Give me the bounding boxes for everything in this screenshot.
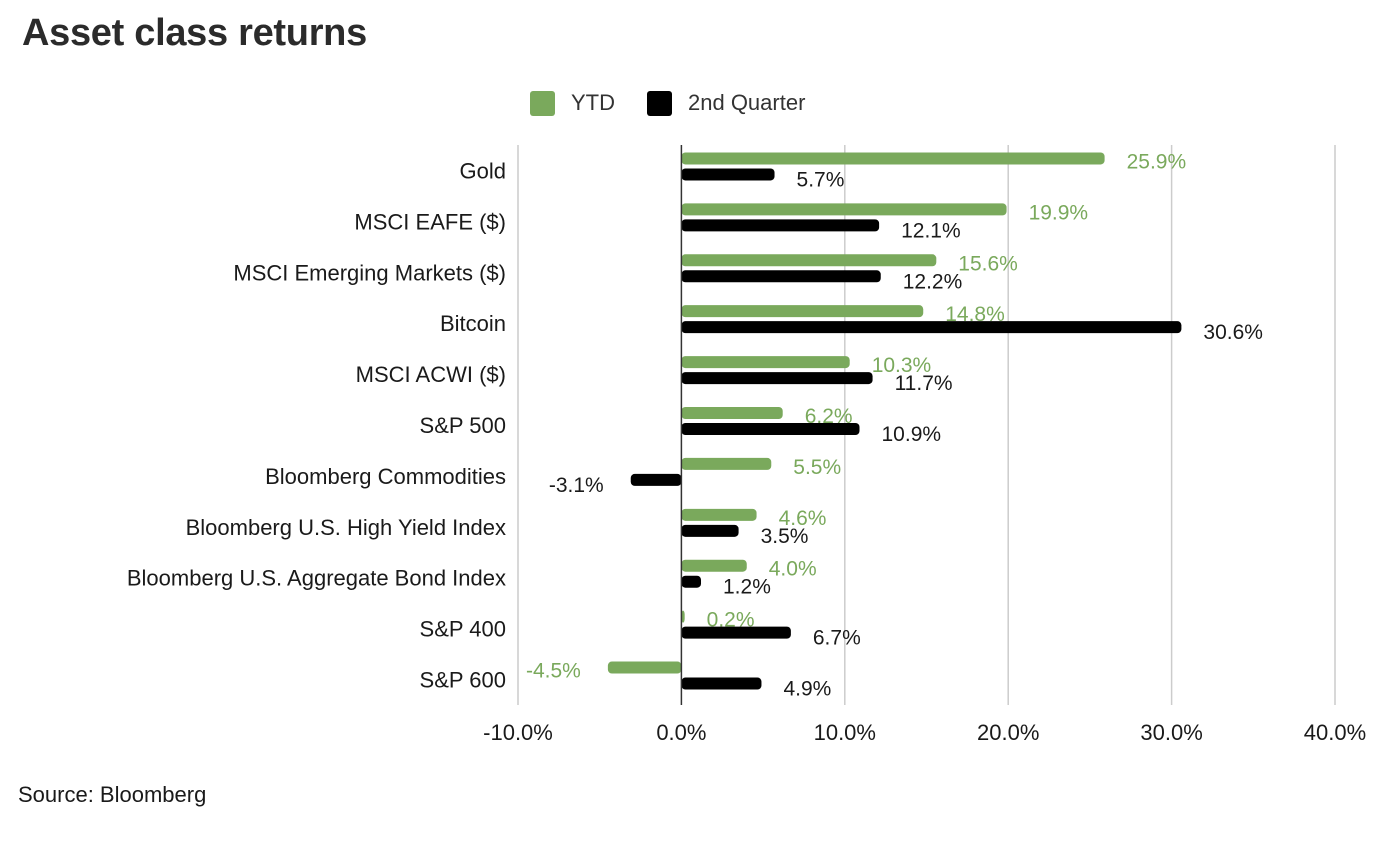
- bar-ytd: [607, 661, 682, 674]
- data-label-2nd-quarter: 10.9%: [882, 423, 942, 446]
- category-label: MSCI ACWI ($): [356, 362, 506, 387]
- bar-ytd: [681, 305, 924, 318]
- data-label-2nd-quarter: 4.9%: [783, 678, 831, 701]
- bar-ytd: [681, 356, 850, 369]
- bar-2nd-quarter: [681, 423, 860, 435]
- bar-ytd: [681, 559, 747, 572]
- bar-2nd-quarter: [681, 321, 1182, 334]
- data-label-ytd: 4.6%: [779, 507, 827, 530]
- legend-item-2nd-quarter: 2nd Quarter: [647, 90, 805, 116]
- data-label-ytd: 5.5%: [793, 456, 841, 479]
- bar-2nd-quarter: [681, 524, 739, 537]
- data-label-ytd: 14.8%: [945, 303, 1005, 326]
- category-label: Bloomberg Commodities: [265, 464, 506, 489]
- data-label-2nd-quarter: 12.1%: [901, 219, 961, 242]
- bar-2nd-quarter: [681, 219, 880, 232]
- bar-ytd: [681, 407, 783, 419]
- data-label-ytd: 6.2%: [805, 405, 853, 428]
- data-label-ytd: 19.9%: [1029, 201, 1089, 224]
- bar-ytd: [681, 508, 757, 521]
- data-label-2nd-quarter: 30.6%: [1203, 321, 1263, 344]
- bar-ytd: [681, 457, 772, 470]
- bar-2nd-quarter: [681, 677, 762, 690]
- x-tick-label: 10.0%: [814, 720, 876, 745]
- bar-2nd-quarter: [681, 372, 873, 385]
- category-label: MSCI Emerging Markets ($): [233, 260, 506, 285]
- category-label: Bloomberg U.S. High Yield Index: [186, 515, 506, 540]
- category-label: Bloomberg U.S. Aggregate Bond Index: [127, 566, 506, 591]
- category-label: S&P 500: [420, 413, 506, 438]
- x-tick-label: -10.0%: [483, 720, 553, 745]
- category-label: MSCI EAFE ($): [354, 209, 506, 234]
- legend-item-ytd: YTD: [530, 90, 615, 116]
- bar-ytd: [681, 254, 937, 267]
- data-label-ytd: 15.6%: [958, 252, 1018, 275]
- data-label-ytd: -4.5%: [526, 660, 581, 683]
- data-label-2nd-quarter: 3.5%: [761, 525, 809, 548]
- category-label: S&P 400: [420, 617, 506, 642]
- category-label: Gold: [460, 158, 506, 183]
- bar-2nd-quarter: [681, 626, 791, 639]
- x-tick-label: 20.0%: [977, 720, 1039, 745]
- bar-2nd-quarter: [630, 473, 682, 486]
- data-label-2nd-quarter: 5.7%: [797, 168, 845, 191]
- legend-label-ytd: YTD: [571, 90, 615, 115]
- data-label-ytd: 10.3%: [872, 354, 932, 377]
- data-label-2nd-quarter: 11.7%: [895, 372, 953, 395]
- chart-title: Asset class returns: [22, 12, 367, 54]
- bar-2nd-quarter: [681, 168, 775, 181]
- bar-ytd: [681, 152, 1105, 165]
- data-label-ytd: 0.2%: [707, 609, 755, 632]
- x-tick-label: 30.0%: [1140, 720, 1202, 745]
- data-label-ytd: 4.0%: [769, 558, 817, 581]
- data-label-2nd-quarter: -3.1%: [549, 474, 604, 497]
- bar-ytd: [681, 610, 685, 623]
- data-label-2nd-quarter: 1.2%: [723, 576, 771, 599]
- data-label-ytd: 25.9%: [1127, 150, 1187, 173]
- legend-swatch-2nd-quarter: [647, 90, 672, 116]
- category-label: S&P 600: [420, 668, 506, 693]
- chart-legend: YTD 2nd Quarter: [530, 90, 837, 116]
- x-tick-label: 40.0%: [1304, 720, 1366, 745]
- x-tick-label: 0.0%: [656, 720, 706, 745]
- bar-ytd: [681, 203, 1007, 216]
- legend-swatch-ytd: [530, 90, 555, 116]
- category-label: Bitcoin: [440, 311, 506, 336]
- data-label-2nd-quarter: 6.7%: [813, 627, 861, 650]
- source-note: Source: Bloomberg: [18, 782, 207, 807]
- bar-2nd-quarter: [681, 270, 881, 283]
- bar-2nd-quarter: [681, 575, 702, 588]
- legend-label-2nd-quarter: 2nd Quarter: [688, 90, 806, 115]
- data-label-2nd-quarter: 12.2%: [903, 270, 963, 293]
